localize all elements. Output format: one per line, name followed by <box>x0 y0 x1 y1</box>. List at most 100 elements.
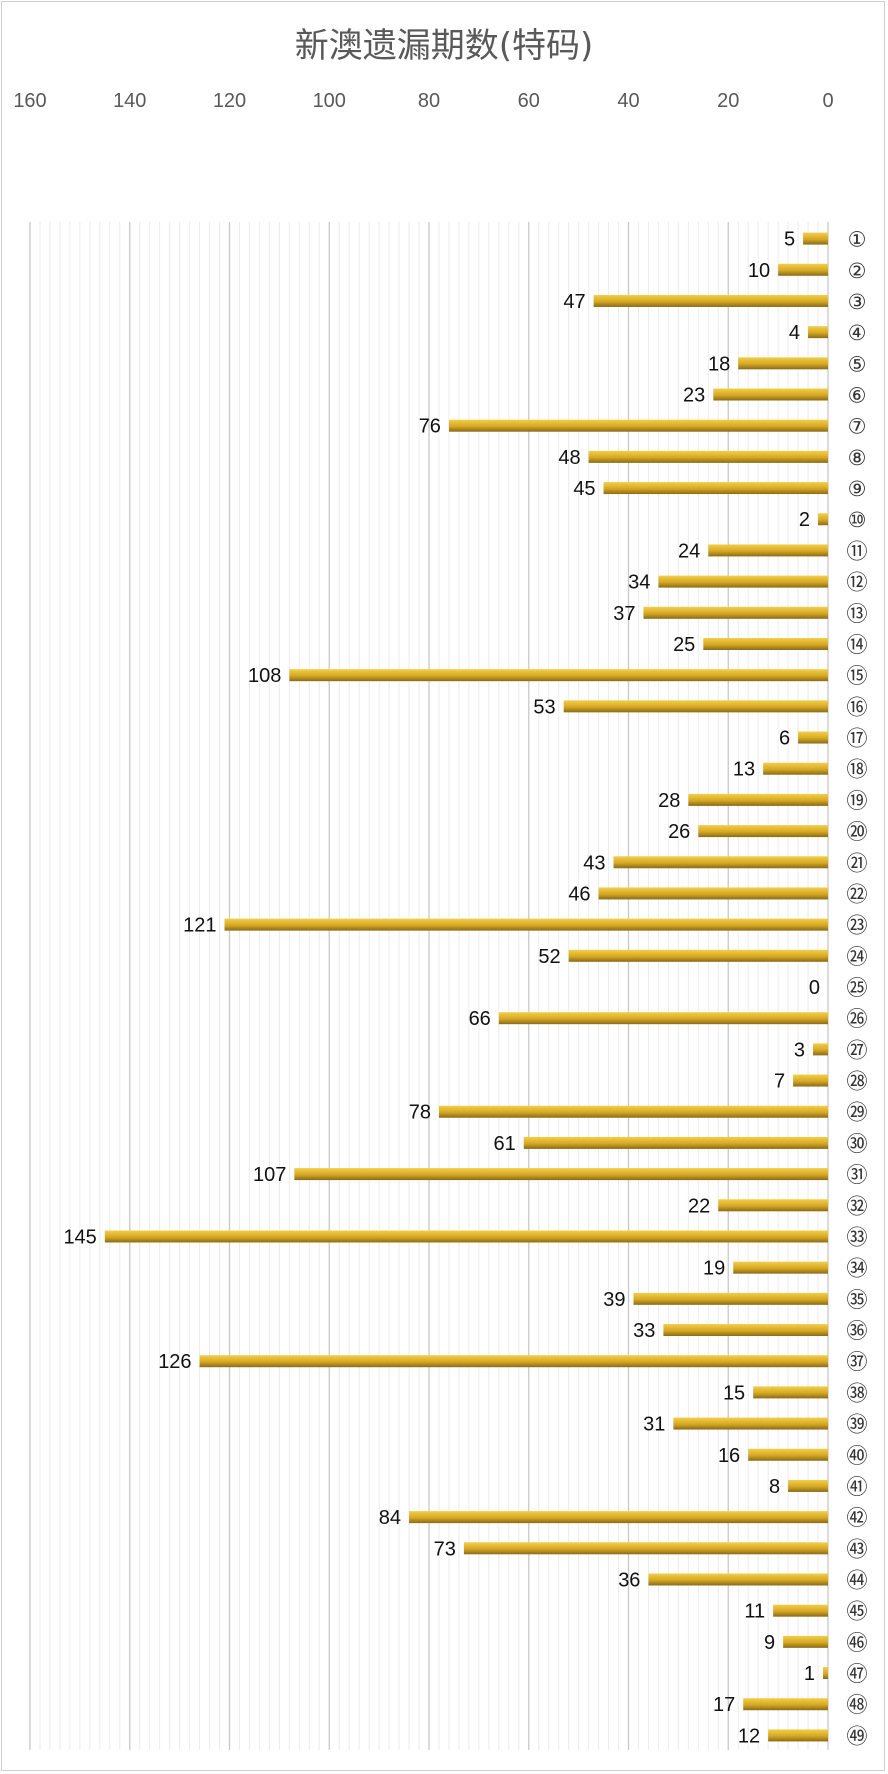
data-label: 16 <box>718 1445 740 1467</box>
category-label: ㊺ <box>847 1600 868 1624</box>
category-label: ② <box>848 259 867 283</box>
bar <box>568 949 828 962</box>
bar <box>498 1012 828 1025</box>
category-label: ㉟ <box>847 1288 868 1312</box>
x-tick-label: 140 <box>113 90 146 112</box>
bar <box>673 1417 828 1430</box>
category-label: ㉛ <box>847 1163 868 1187</box>
data-label: 36 <box>618 1569 640 1591</box>
category-label: ⑧ <box>848 446 867 470</box>
bar <box>588 450 828 463</box>
data-label: 7 <box>774 1071 785 1093</box>
bar <box>713 388 828 401</box>
data-label: 23 <box>683 385 705 407</box>
category-label: ㊲ <box>847 1350 868 1374</box>
data-label: 43 <box>583 852 605 874</box>
category-label: ㉓ <box>847 914 868 938</box>
category-label: ㊴ <box>847 1413 868 1437</box>
data-label: 84 <box>379 1507 401 1529</box>
data-label: 39 <box>603 1289 625 1311</box>
data-label: 73 <box>434 1538 456 1560</box>
bar <box>613 856 828 869</box>
category-label: ⑨ <box>848 477 867 501</box>
x-tick-label: 100 <box>313 90 346 112</box>
data-label: 121 <box>183 915 216 937</box>
data-label: 145 <box>63 1226 96 1248</box>
bar <box>743 1698 828 1711</box>
bar <box>763 762 828 775</box>
data-label: 10 <box>748 260 770 282</box>
bar <box>603 482 828 495</box>
category-label: ⑥ <box>848 384 867 408</box>
category-label: ㊳ <box>847 1381 868 1405</box>
x-tick-label: 20 <box>717 90 739 112</box>
category-label: ⑤ <box>848 352 867 376</box>
category-label: ③ <box>848 290 867 314</box>
bar <box>658 575 828 588</box>
category-label: ㉜ <box>847 1194 868 1218</box>
category-label: ㉝ <box>847 1225 868 1249</box>
data-label: 126 <box>158 1351 191 1373</box>
data-label: 12 <box>738 1725 760 1747</box>
data-label: 28 <box>658 790 680 812</box>
data-label: 19 <box>703 1258 725 1280</box>
bar <box>294 1168 828 1181</box>
category-label: ⑳ <box>847 820 868 844</box>
category-label: ㉚ <box>847 1132 868 1156</box>
category-label: ㉕ <box>847 976 868 1000</box>
bar <box>738 357 828 370</box>
category-label: ⑮ <box>847 664 868 688</box>
category-label: ㉑ <box>847 851 868 875</box>
data-label: 45 <box>573 478 595 500</box>
data-label: 3 <box>794 1039 805 1061</box>
data-label: 25 <box>673 634 695 656</box>
data-label: 37 <box>613 603 635 625</box>
data-label: 26 <box>668 821 690 843</box>
x-tick-label: 160 <box>13 90 46 112</box>
data-label: 8 <box>769 1476 780 1498</box>
data-label: 1 <box>804 1663 815 1685</box>
data-label: 33 <box>633 1320 655 1342</box>
category-label: ㊼ <box>847 1662 868 1686</box>
data-label: 22 <box>688 1195 710 1217</box>
category-label: ㉖ <box>847 1007 868 1031</box>
category-label: ㉘ <box>847 1070 868 1094</box>
category-label: ⑦ <box>848 415 867 439</box>
category-label: ⑭ <box>847 633 868 657</box>
bar <box>823 1667 828 1680</box>
data-label: 2 <box>799 509 810 531</box>
bar <box>199 1355 828 1368</box>
bar <box>793 1074 828 1087</box>
bar <box>783 1635 828 1648</box>
data-label: 0 <box>809 977 820 999</box>
x-tick-label: 40 <box>617 90 639 112</box>
category-label: ㊻ <box>847 1631 868 1655</box>
bar <box>663 1324 828 1337</box>
data-label: 5 <box>784 229 795 251</box>
category-label: ⑩ <box>848 508 867 532</box>
data-label: 66 <box>469 1008 491 1030</box>
bar <box>798 731 828 744</box>
category-label: ㊶ <box>847 1475 868 1499</box>
bar <box>778 263 828 276</box>
category-label: ⑫ <box>847 571 868 595</box>
category-label: ㉞ <box>847 1257 868 1281</box>
data-label: 52 <box>538 946 560 968</box>
category-label: ⑯ <box>847 695 868 719</box>
x-tick-label: 120 <box>213 90 246 112</box>
data-label: 107 <box>253 1164 286 1186</box>
bar <box>703 637 828 650</box>
data-label: 17 <box>713 1694 735 1716</box>
bar <box>803 232 828 245</box>
category-label: ㊸ <box>847 1537 868 1561</box>
bar <box>563 700 828 713</box>
bar <box>813 1043 828 1056</box>
category-label: ㊵ <box>847 1444 868 1468</box>
category-label: ⑬ <box>847 602 868 626</box>
category-label: ⑪ <box>847 539 868 563</box>
category-label: ㉒ <box>847 882 868 906</box>
x-tick-label: 60 <box>518 90 540 112</box>
data-label: 6 <box>779 728 790 750</box>
